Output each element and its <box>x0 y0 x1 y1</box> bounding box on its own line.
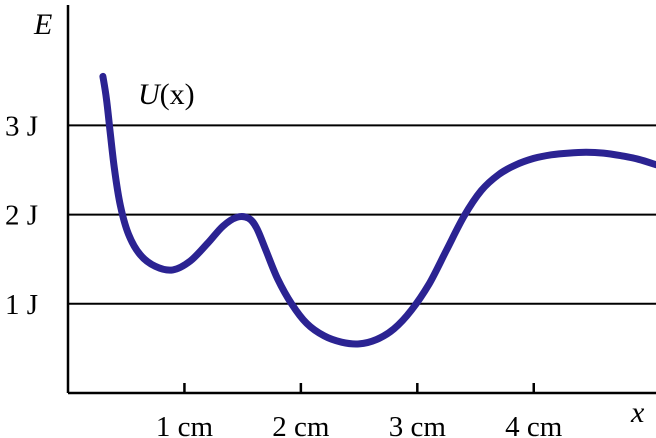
curve-label-arg: (x) <box>160 78 195 111</box>
y-tick-label: 2 J <box>5 200 38 232</box>
x-tick-label: 3 cm <box>389 411 447 438</box>
tick-labels: 1 cm 2 cm 3 cm 4 cm 1 J 2 J 3 J <box>5 110 563 438</box>
x-tick-label: 2 cm <box>272 411 330 438</box>
gridlines <box>68 124 656 305</box>
curve-label: U(x) <box>138 78 195 111</box>
curve-label-var: U <box>138 78 162 111</box>
y-tick-label: 3 J <box>5 110 38 142</box>
axis-ticks <box>183 383 535 393</box>
y-axis-label: E <box>33 8 52 41</box>
x-axis-label: x <box>630 396 645 429</box>
y-tick-label: 1 J <box>5 289 38 321</box>
potential-curve-series <box>99 72 656 348</box>
x-tick-label: 4 cm <box>505 411 563 438</box>
x-tick-label: 1 cm <box>156 411 214 438</box>
